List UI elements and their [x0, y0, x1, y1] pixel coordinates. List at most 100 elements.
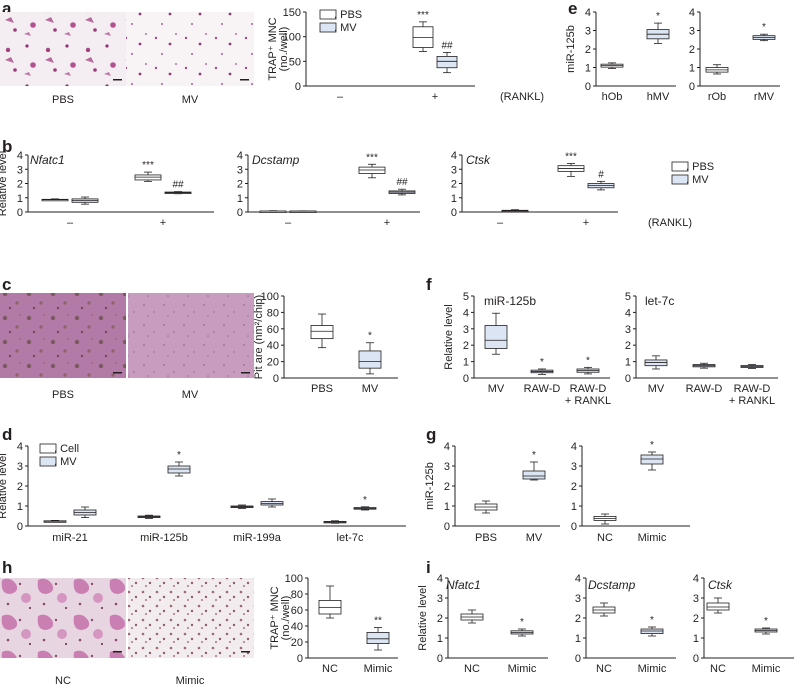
micrograph-a-pbs — [0, 12, 126, 86]
significance-mark: * — [368, 331, 372, 342]
y-tick-label: 3 — [17, 164, 23, 176]
x-tick-label: – — [337, 91, 344, 103]
y-axis-label-line2: (no./well) — [278, 27, 290, 72]
chart-title: Ctsk — [708, 578, 733, 592]
x-tick-label: RAW-D — [570, 383, 607, 395]
y-tick-label: 5 — [625, 291, 631, 303]
legend-swatch — [319, 9, 337, 20]
x-tick-label: + RANKL — [729, 395, 775, 407]
y-tick-label: 1 — [575, 633, 581, 645]
box-series-2 — [260, 498, 284, 508]
box-series-1: *** — [358, 152, 386, 179]
significance-mark: * — [363, 495, 367, 506]
box-series-2: # — [587, 169, 615, 191]
chart-i1: 0 1 2 3 4 Relative level Nfatc1 NC Mimic * — [417, 573, 548, 675]
y-tick-label: 0 — [295, 81, 301, 93]
box-series-2: * — [646, 11, 670, 44]
y-tick-label: 3 — [625, 324, 631, 336]
y-tick-label: 80 — [267, 307, 279, 319]
y-tick-label: 3 — [575, 593, 581, 605]
x-tick-label: NC — [710, 663, 726, 675]
y-tick-label: 4 — [585, 7, 591, 19]
y-tick-label: 1 — [237, 193, 243, 205]
significance-mark: * — [177, 450, 181, 461]
box-series-1 — [460, 609, 484, 624]
box-series-1 — [41, 198, 69, 202]
legend-swatch — [39, 443, 57, 454]
y-tick-label: 1 — [17, 501, 23, 513]
chart-b1: 0 1 2 3 4 Relative level Nfatc1 – + *** ## — [0, 150, 214, 229]
y-tick-label: 20 — [291, 637, 303, 649]
x-tick-label: PBS — [311, 383, 333, 395]
significance-mark: * — [764, 616, 768, 627]
y-axis-label-line1: TRAP⁺ MNC — [267, 17, 279, 80]
y-tick-label: 60 — [267, 324, 279, 336]
x-tick-label: Mimic — [508, 663, 537, 675]
x-tick-label: + RANKL — [565, 395, 611, 407]
significance-mark: # — [598, 169, 604, 180]
box-body — [644, 359, 668, 367]
x-tick-label: miR-125b — [140, 532, 188, 544]
y-tick-label: 3 — [571, 461, 577, 473]
x-tick-label: NC — [464, 663, 480, 675]
box-series-2: * — [167, 450, 191, 477]
x-tick-label: hOb — [602, 91, 623, 103]
box-series-1 — [593, 513, 617, 525]
micrograph-h-mimic — [128, 578, 254, 658]
y-tick-label: 4 — [17, 441, 23, 453]
chart-b3: 0 1 2 3 4 Ctsk – + (RANKL) *** # , PBS, MV — [451, 150, 714, 229]
y-tick-label: 3 — [693, 593, 699, 605]
y-tick-label: 0 — [571, 521, 577, 533]
x-tick-label: MV — [362, 383, 379, 395]
y-tick-label: 3 — [437, 593, 443, 605]
x-tick-label: NC — [596, 663, 612, 675]
y-tick-label: 4 — [571, 441, 577, 453]
y-tick-label: 4 — [575, 573, 581, 585]
box-series-2 — [644, 355, 668, 370]
y-tick-label: 4 — [625, 307, 631, 319]
x-tick-label: Mimic — [638, 532, 667, 544]
micrograph-a-mv — [126, 12, 254, 86]
y-axis-label: Relative level — [0, 151, 9, 216]
panel-label-a: a — [2, 0, 12, 18]
box-body — [706, 602, 730, 611]
box-series-2: * — [530, 357, 554, 375]
y-tick-label: 1 — [689, 63, 695, 75]
y-tick-label: 0 — [689, 81, 695, 93]
y-tick-label: 4 — [444, 441, 450, 453]
y-tick-label: 0 — [444, 521, 450, 533]
y-tick-label: 4 — [237, 150, 243, 162]
y-axis-label: miR-125b — [424, 462, 436, 510]
box-series-2 — [740, 364, 764, 369]
x-tick-label: rMV — [754, 91, 775, 103]
significance-mark: * — [586, 355, 590, 366]
box-series-1 — [137, 514, 161, 519]
chart-title: Nfatc1 — [30, 153, 65, 167]
y-axis-label: Relative level — [443, 304, 455, 369]
box-series-2: ## — [164, 180, 192, 195]
chart-title: let-7c — [645, 294, 674, 308]
y-tick-label: 150 — [283, 7, 301, 19]
x-tick-label: RAW-D — [734, 383, 771, 395]
panel-label-f: f — [426, 275, 432, 294]
caption-a-mv: MV — [182, 94, 199, 106]
box-series-1 — [318, 585, 342, 619]
box-body — [310, 325, 334, 340]
x-tick-label: NC — [597, 532, 613, 544]
box-series-2: * — [576, 355, 600, 375]
x-tick-label: – — [285, 217, 292, 229]
y-tick-label: 2 — [625, 340, 631, 352]
y-axis-label: Pit are (nm²/chip) — [253, 295, 265, 379]
y-tick-label: 40 — [291, 621, 303, 633]
y-tick-label: 2 — [17, 481, 23, 493]
legend-label: , PBS — [686, 161, 714, 173]
box-series-2 — [71, 196, 99, 205]
panel-label-c: c — [2, 275, 11, 294]
y-tick-label: 4 — [451, 150, 457, 162]
significance-mark: ## — [396, 177, 408, 188]
y-tick-label: 4 — [463, 307, 469, 319]
box-series-1 — [310, 313, 334, 349]
y-tick-label: 2 — [585, 44, 591, 56]
box-body — [366, 632, 390, 645]
